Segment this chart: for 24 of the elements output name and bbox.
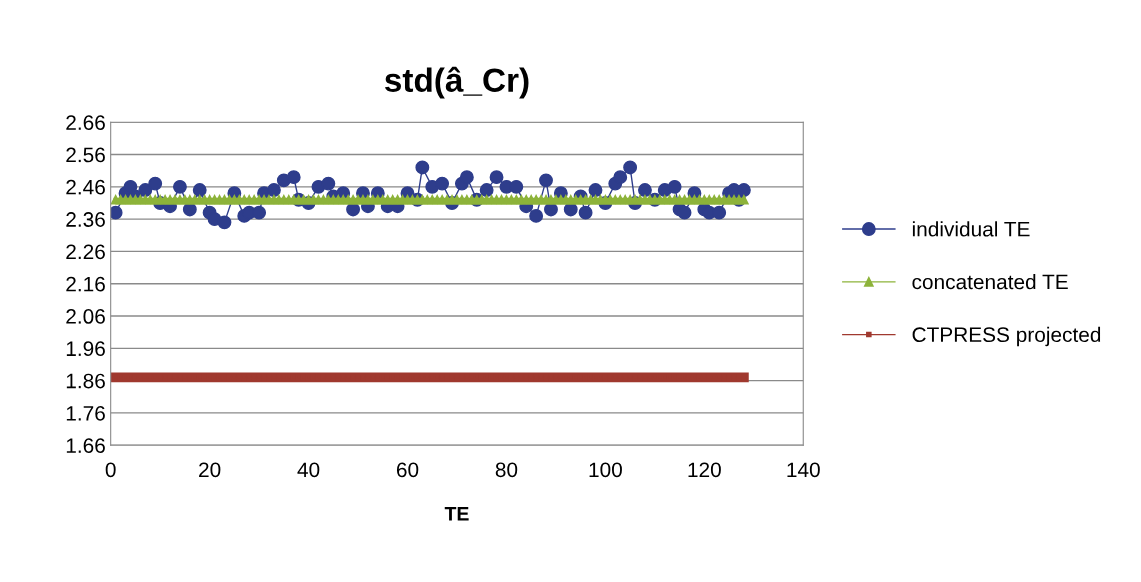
x-tick-label: 0 <box>105 462 116 478</box>
x-tick-label: 120 <box>688 462 721 478</box>
y-tick-label: 2.56 <box>66 147 105 163</box>
legend-label: CTPRESS projected <box>912 326 1101 347</box>
x-tick-label: 40 <box>297 462 320 478</box>
y-tick-label: 2.36 <box>66 212 105 227</box>
y-tick-label: 2.06 <box>66 309 105 324</box>
x-tick-label: 80 <box>495 462 518 478</box>
chart-title: std(â_Cr) <box>384 66 529 99</box>
x-tick-label: 60 <box>396 462 419 478</box>
y-tick-label: 1.76 <box>66 405 105 421</box>
y-tick-label: 1.66 <box>66 438 105 453</box>
y-tick-label: 1.96 <box>66 341 105 357</box>
x-tick-label: 20 <box>199 462 221 478</box>
legend-label: individual TE <box>912 221 1030 237</box>
y-tick-label: 2.16 <box>66 276 105 292</box>
y-tick-label: 2.66 <box>66 115 105 130</box>
y-tick-label: 2.26 <box>66 244 105 260</box>
x-axis-title: TE <box>444 507 469 521</box>
x-tick-label: 140 <box>787 462 820 478</box>
legend-label: concatenated TE <box>912 274 1068 290</box>
y-tick-label: 2.46 <box>66 179 105 195</box>
y-tick-label: 1.86 <box>66 373 105 389</box>
x-tick-label: 100 <box>589 462 622 478</box>
